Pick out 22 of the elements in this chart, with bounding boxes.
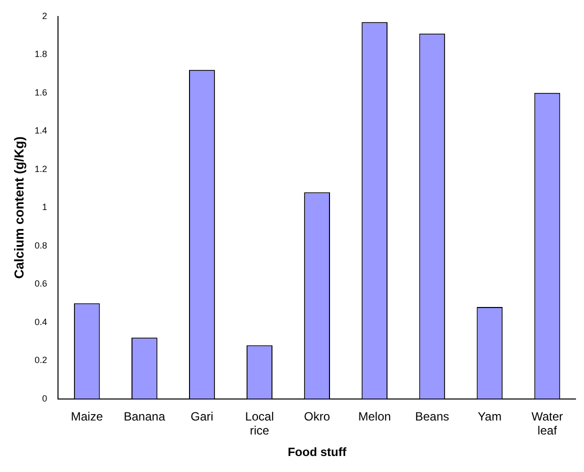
x-axis-title: Food stuff [288,445,348,460]
x-tick-label: Maize [70,409,104,424]
x-tick-label: Yam [478,409,502,424]
y-tick-label: 1 [42,202,48,212]
y-tick-label: 2 [42,10,48,21]
y-axis-title: Calcium content (g/Kg) [11,136,26,279]
x-tick-label: Water leaf [531,409,564,438]
y-tick-label: 0.2 [34,355,48,366]
y-tick-label: 1.8 [34,49,48,60]
y-tick-label: 0 [42,393,48,404]
y-tick-label: 0.6 [34,278,48,289]
y-tick-label: 1.6 [34,87,48,98]
x-tick-label: Banana [124,409,166,424]
y-tick-label: 0.4 [34,316,48,327]
x-tick-label: Gari [190,409,214,424]
x-tick-label: Melon [358,409,391,424]
y-tick-label: 0.8 [34,240,48,250]
x-tick-label: Okro [304,409,330,424]
y-tick-label: 1.4 [34,126,48,136]
x-tick-label: Local rice [245,409,274,438]
x-tick-label: Beans [415,409,450,424]
y-tick-label: 1.2 [34,164,48,174]
